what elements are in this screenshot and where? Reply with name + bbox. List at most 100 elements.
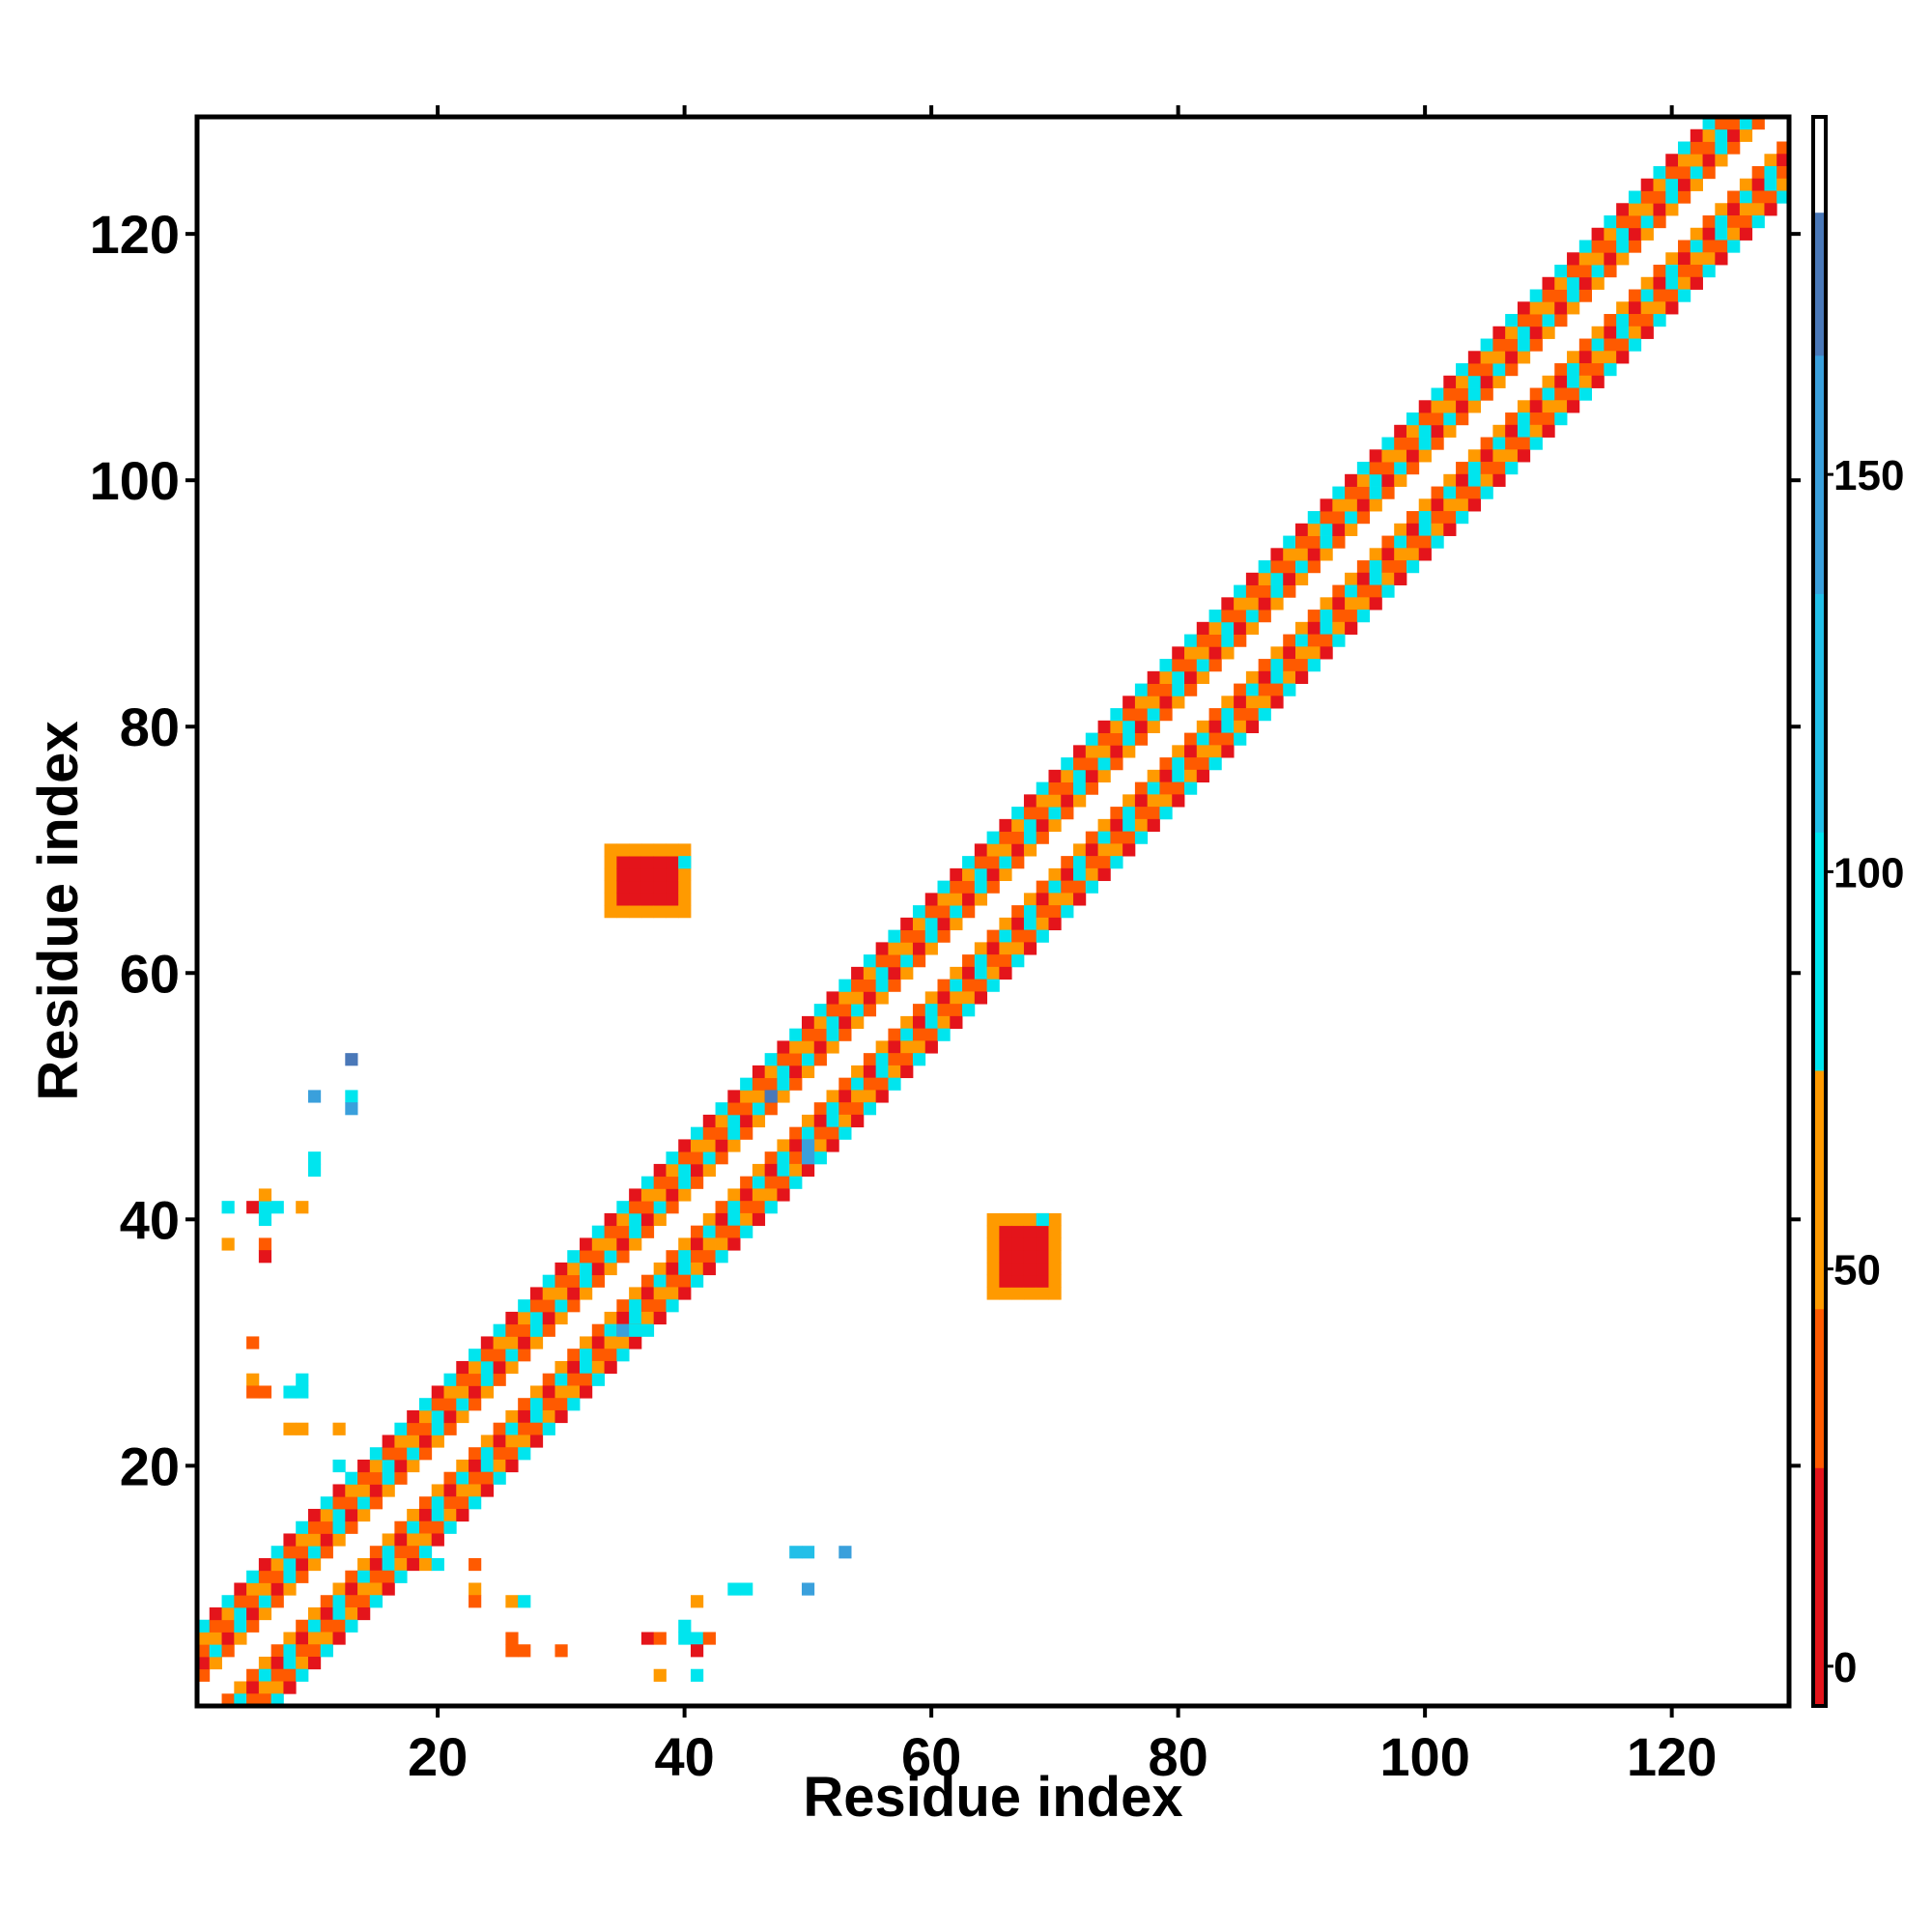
heatmap-cell: [1110, 843, 1123, 857]
heatmap-cell: [469, 1471, 482, 1485]
heatmap-cell: [1505, 462, 1519, 475]
heatmap-cell: [1418, 548, 1432, 561]
heatmap-cell: [1480, 437, 1493, 450]
heatmap-cell: [1764, 154, 1777, 167]
heatmap-cell: [357, 1508, 371, 1522]
heatmap-cell: [1147, 670, 1160, 684]
heatmap-cell: [1061, 794, 1074, 808]
heatmap-cell: [1640, 289, 1654, 302]
heatmap-cell: [764, 1077, 778, 1091]
heatmap-cell: [950, 917, 963, 931]
heatmap-cell: [296, 1632, 309, 1645]
heatmap-cell: [727, 1139, 741, 1152]
heatmap-cell: [345, 1570, 358, 1583]
heatmap-cell: [1640, 190, 1654, 204]
heatmap-cell: [1554, 301, 1568, 315]
heatmap-cell: [1097, 843, 1111, 857]
heatmap-cell: [209, 1644, 222, 1658]
heatmap-cell: [1110, 856, 1123, 869]
heatmap-cell: [1443, 473, 1457, 487]
heatmap-cell: [394, 1435, 408, 1448]
heatmap-cell: [604, 1262, 617, 1276]
heatmap-cell: [493, 1349, 506, 1362]
heatmap-cell: [567, 1349, 581, 1362]
heatmap-cell: [554, 1385, 568, 1399]
heatmap-cell: [740, 1188, 753, 1202]
heatmap-cell: [1159, 696, 1173, 709]
heatmap-cell: [1221, 696, 1235, 709]
heatmap-cell: [1751, 166, 1765, 180]
heatmap-cell: [1184, 769, 1198, 782]
heatmap-cell: [1554, 387, 1568, 401]
heatmap-cell: [691, 1237, 704, 1251]
heatmap-cell: [1073, 856, 1087, 869]
heatmap-cell: [221, 1595, 235, 1608]
heatmap-cell: [1258, 659, 1271, 672]
heatmap-cell: [1294, 621, 1309, 635]
heatmap-cell: [1542, 301, 1555, 315]
heatmap-cell: [1628, 215, 1642, 229]
heatmap-cell: [246, 1385, 260, 1399]
heatmap-cell: [666, 1176, 679, 1189]
heatmap-cell: [1418, 412, 1432, 426]
heatmap-cell: [1332, 597, 1346, 611]
heatmap-cell: [1604, 314, 1617, 327]
heatmap-cell: [357, 1459, 371, 1473]
colorbar-tick-label: 50: [1833, 1247, 1881, 1294]
heatmap-cell: [1665, 190, 1679, 204]
heatmap-cell: [1307, 634, 1321, 647]
heatmap-cell: [777, 1065, 790, 1079]
heatmap-cell: [431, 1409, 444, 1424]
heatmap-cell: [1134, 683, 1149, 696]
heatmap-cell: [1542, 289, 1555, 302]
heatmap-cell: [1640, 276, 1654, 290]
heatmap-cell: [1480, 462, 1493, 475]
heatmap-cell: [1456, 462, 1469, 475]
heatmap-cell: [1234, 597, 1247, 611]
heatmap-cell: [740, 1114, 753, 1128]
heatmap-cell: [1172, 670, 1185, 684]
heatmap-cell: [875, 991, 889, 1005]
heatmap-cell: [616, 1237, 630, 1251]
heatmap-cell: [1628, 338, 1642, 352]
heatmap-cell: [912, 1015, 926, 1030]
heatmap-cell: [986, 966, 1000, 980]
heatmap-cell: [777, 1090, 790, 1103]
heatmap-cell: [1196, 745, 1209, 758]
heatmap-cell: [234, 1681, 247, 1694]
heatmap-cell: [678, 1237, 692, 1251]
heatmap-cell: [1283, 646, 1296, 660]
heatmap-cell: [691, 1262, 704, 1276]
heatmap-cell: [826, 1139, 839, 1152]
heatmap-cell: [1345, 610, 1358, 623]
heatmap-cell: [591, 1262, 605, 1276]
heatmap-cell: [1332, 486, 1346, 499]
heatmap-cell: [394, 1422, 408, 1435]
heatmap-cell: [518, 1349, 531, 1362]
heatmap-cell: [1283, 659, 1296, 672]
heatmap-cell: [567, 1385, 581, 1399]
heatmap-cell: [999, 1262, 1012, 1276]
heatmap-cell: [1097, 757, 1111, 771]
heatmap-cell: [715, 1151, 728, 1165]
heatmap-cell: [382, 1471, 395, 1485]
heatmap-cell: [307, 1151, 322, 1165]
colorbar-segment: [1813, 212, 1826, 356]
heatmap-cell: [1147, 708, 1160, 722]
heatmap-cell: [962, 867, 976, 882]
heatmap-cell: [962, 954, 976, 968]
heatmap-cell: [1369, 462, 1382, 475]
heatmap-cell: [283, 1632, 297, 1645]
heatmap-cell: [826, 1090, 839, 1103]
heatmap-cell: [702, 1114, 716, 1128]
heatmap-cell: [554, 1644, 568, 1658]
heatmap-cell: [1727, 215, 1741, 229]
heatmap-cell: [234, 1606, 247, 1621]
heatmap-cell: [604, 867, 617, 882]
heatmap-cell: [345, 1496, 358, 1510]
heatmap-cell: [640, 856, 655, 869]
heatmap-cell: [678, 1139, 692, 1152]
heatmap-cell: [950, 880, 963, 894]
heatmap-cell: [1467, 400, 1482, 413]
heatmap-cell: [357, 1582, 371, 1596]
